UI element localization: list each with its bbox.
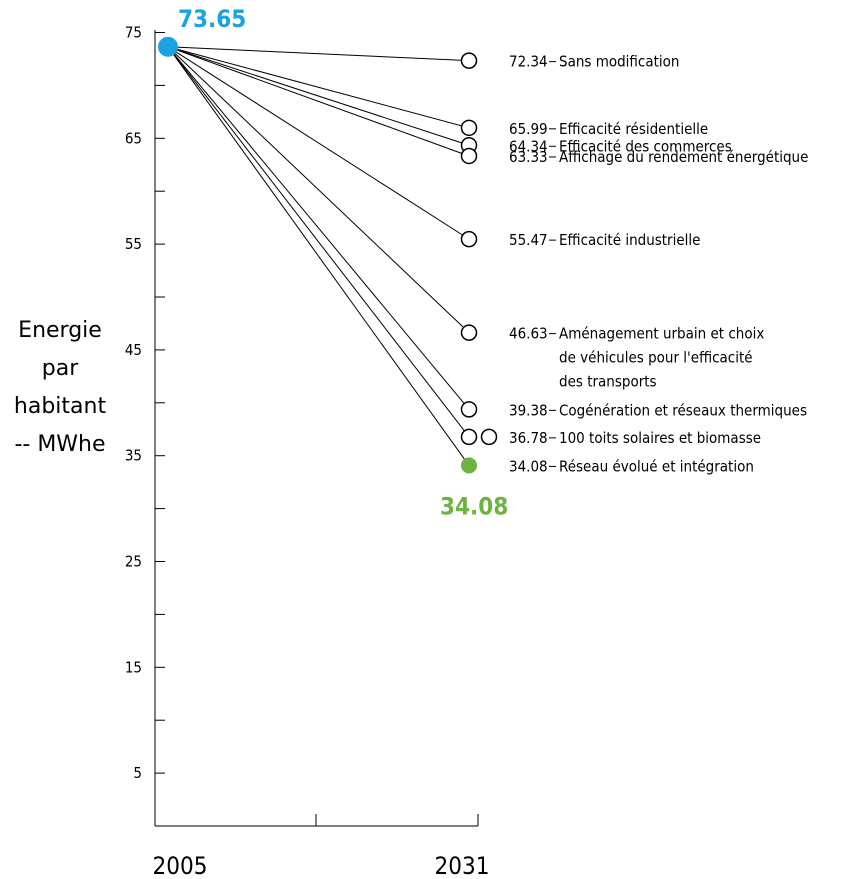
series-label: de véhicules pour l'efficacité [559, 349, 753, 367]
data-label: 46.63 [509, 325, 548, 343]
end-point [460, 401, 478, 418]
y-axis-label: Energie par habitant -- MWhe [0, 312, 120, 464]
start-point [158, 36, 178, 57]
y-tick-label: 25 [125, 553, 142, 571]
y-axis-label-line: Energie [18, 318, 102, 343]
data-label: 72.34 [509, 53, 548, 71]
series-line [167, 46, 470, 466]
series-line [167, 46, 470, 334]
series-label: 100 toits solaires et biomasse [559, 429, 761, 447]
end-point [460, 119, 478, 137]
series-line [167, 46, 470, 240]
x-tick-label: 2005 [153, 852, 208, 879]
end-point [460, 230, 478, 248]
series-label: Aménagement urbain et choix [559, 325, 764, 343]
y-tick-label: 65 [125, 129, 142, 147]
data-label: 64.34 [509, 137, 548, 155]
series-line [167, 46, 470, 157]
series-label: Cogénération et réseaux thermiques [559, 401, 807, 419]
series-line [167, 46, 470, 146]
series-line [167, 46, 470, 410]
series-label: Efficacité résidentielle [559, 120, 708, 138]
series-label: Efficacité industrielle [559, 231, 700, 249]
end-point [460, 147, 478, 165]
series-label: des transports [559, 373, 657, 391]
y-tick-label: 15 [125, 658, 142, 676]
y-tick-label: 45 [125, 341, 142, 359]
data-label: 55.47 [509, 231, 548, 249]
end-point [460, 428, 478, 446]
series-line [167, 46, 470, 129]
y-axis-label-line: habitant [13, 394, 107, 419]
end-point [460, 324, 478, 341]
series-label: Réseau évolué et intégration [559, 457, 754, 475]
end-value-label: 34.08 [440, 492, 508, 520]
end-point-highlight [461, 457, 477, 474]
data-label: 34.08 [509, 457, 548, 475]
y-tick-label: 75 [125, 24, 142, 42]
start-value-label: 73.65 [178, 5, 246, 33]
y-tick-label: 55 [125, 235, 142, 253]
end-point [480, 428, 498, 446]
data-label: 65.99 [509, 120, 548, 138]
series-label: Affichage du rendement énergétique [559, 148, 808, 166]
series-line [167, 46, 470, 438]
y-axis-label-line: -- MWhe [14, 432, 106, 457]
y-tick-label: 5 [133, 764, 142, 782]
data-label: 63.33 [509, 148, 548, 166]
x-tick-label: 2031 [435, 852, 490, 879]
series-label: Sans modification [559, 53, 679, 71]
y-tick-label: 35 [125, 447, 142, 465]
series-label: Efficacité des commerces [559, 137, 732, 155]
data-label: 39.38 [509, 401, 548, 419]
end-point [460, 52, 478, 69]
data-label: 36.78 [509, 429, 548, 447]
series-line [167, 46, 470, 62]
y-axis-label-line: par [41, 356, 79, 381]
